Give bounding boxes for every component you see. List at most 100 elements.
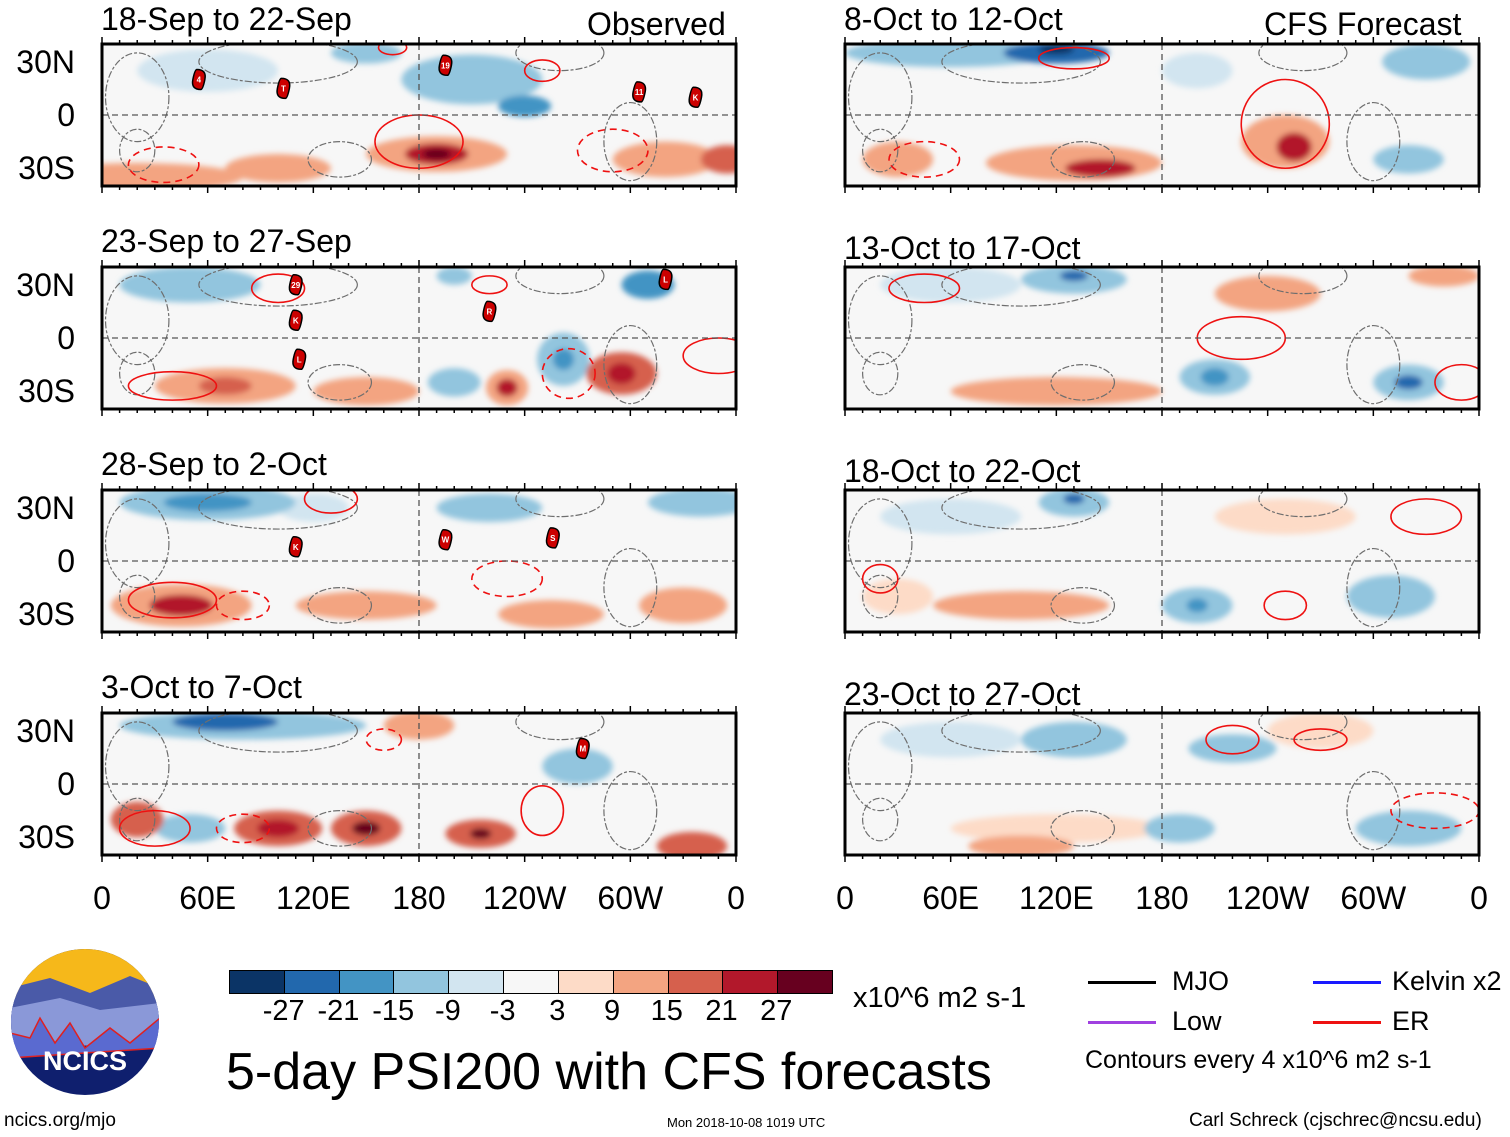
- legend-line-kelvin: [1313, 981, 1381, 984]
- tropical-cyclone-icon: L: [292, 348, 307, 371]
- er-contour: [471, 560, 544, 598]
- panel-title: 28-Sep to 2-Oct: [101, 446, 327, 482]
- er-contour: [523, 59, 561, 83]
- coastline: [862, 351, 899, 396]
- anomaly-region: [950, 814, 1162, 843]
- coastline: [603, 101, 658, 182]
- colorbar-swatch: [394, 971, 450, 993]
- panel-title: 3-Oct to 7-Oct: [101, 669, 302, 705]
- latitude-tick-label: 0: [57, 320, 75, 356]
- coastline: [941, 44, 1101, 84]
- anomaly-region: [163, 493, 252, 512]
- longitude-tick-label: 120W: [482, 880, 567, 916]
- latitude-tick-label: 0: [57, 766, 75, 802]
- coastline: [307, 141, 373, 178]
- tropical-cyclone-icon: W: [438, 528, 453, 551]
- er-contour: [215, 590, 271, 621]
- anomaly-region: [1373, 145, 1444, 174]
- anomaly-region: [1346, 575, 1435, 618]
- coastline: [1258, 490, 1348, 518]
- tropical-cyclone-icon: K: [288, 536, 303, 558]
- panel-title: 23-Sep to 27-Sep: [101, 223, 352, 259]
- anomaly-region: [845, 44, 1057, 68]
- coastline: [307, 810, 373, 847]
- coastline: [941, 490, 1101, 530]
- latitude-tick-label: 30N: [16, 266, 75, 303]
- map-panel: [843, 260, 1481, 416]
- anomaly-region: [1059, 270, 1089, 282]
- anomaly-region: [1065, 159, 1136, 178]
- legend-label-er: ER: [1392, 1006, 1430, 1036]
- legend-label-kelvin: Kelvin x2: [1392, 966, 1502, 996]
- er-contour: [365, 728, 403, 752]
- website-link[interactable]: ncics.org/mjo: [4, 1110, 116, 1131]
- colorbar-swatch: [339, 971, 395, 993]
- longitude-tick-label: 0: [836, 880, 854, 916]
- er-contour: [861, 563, 899, 594]
- anomaly-region: [1267, 713, 1374, 749]
- er-contour: [682, 337, 736, 375]
- legend-label-low: Low: [1172, 1006, 1222, 1036]
- anomaly-region: [1144, 814, 1215, 843]
- storm-label: 11: [635, 88, 644, 97]
- coastline: [847, 275, 913, 366]
- anomaly-region: [470, 828, 492, 840]
- er-contour: [520, 784, 565, 837]
- er-contour: [303, 490, 359, 514]
- colorbar-tick-label: 21: [705, 995, 738, 1027]
- tropical-cyclone-icon: 19: [438, 54, 453, 77]
- panel-title: 23-Oct to 27-Oct: [844, 676, 1081, 712]
- er-contour: [1037, 46, 1110, 70]
- anomaly-region: [427, 368, 481, 397]
- anomaly-region: [880, 721, 1022, 758]
- colorbar-swatch: [558, 971, 614, 993]
- coastline: [104, 721, 170, 812]
- coastline: [307, 364, 373, 401]
- coastline: [1346, 547, 1401, 628]
- anomaly-region: [436, 267, 472, 285]
- colorbar-swatch: [723, 971, 779, 993]
- coastline: [1258, 713, 1348, 741]
- coastline: [198, 267, 358, 307]
- anomaly-region: [1355, 810, 1462, 847]
- tropical-cyclone-icon: 29: [288, 273, 303, 296]
- map-panel: [843, 37, 1481, 193]
- longitude-tick-label: 60E: [922, 880, 980, 916]
- latitude-tick-label: 30N: [16, 43, 75, 80]
- coastline: [862, 574, 899, 619]
- coastline: [847, 52, 913, 143]
- anomaly-region: [278, 493, 349, 522]
- latitude-tick-label: 0: [57, 543, 75, 579]
- coastline: [847, 721, 913, 812]
- figure-title: 5-day PSI200 with CFS forecasts: [226, 1043, 992, 1101]
- anomaly-region: [639, 587, 728, 624]
- legend-label-mjo: MJO: [1172, 966, 1229, 996]
- map-panel: M: [100, 706, 738, 862]
- anomaly-region: [1276, 132, 1312, 162]
- anomaly-region: [330, 44, 402, 64]
- colorbar-tick-label: -3: [489, 995, 516, 1027]
- map-panel: 4 T 19 11 K: [100, 37, 738, 193]
- panel-title: 18-Oct to 22-Oct: [844, 453, 1081, 489]
- er-contour: [215, 813, 271, 844]
- panel-title: 18-Sep to 22-Sep: [101, 1, 352, 37]
- anomaly-region: [225, 154, 331, 183]
- longitude-tick-label: 120E: [275, 880, 351, 916]
- anomaly-region: [552, 348, 574, 370]
- longitude-tick-label: 0: [93, 880, 111, 916]
- colorbar-tick-label: -21: [317, 995, 360, 1027]
- anomaly-region: [352, 821, 381, 836]
- coastline: [1346, 101, 1401, 182]
- er-contour: [576, 128, 649, 173]
- tropical-cyclone-icon: M: [575, 737, 590, 760]
- longitude-tick-label: 60W: [597, 880, 664, 916]
- map-panel: 29 K L R L: [100, 260, 738, 416]
- coastline: [119, 128, 156, 173]
- coastline: [119, 574, 156, 619]
- storm-label: W: [442, 536, 450, 545]
- timestamp: Mon 2018-10-08 1019 UTC: [667, 1115, 826, 1130]
- storm-label: K: [293, 543, 299, 552]
- anomaly-region: [880, 267, 1022, 303]
- coastline: [198, 713, 358, 753]
- coastline: [1346, 770, 1401, 851]
